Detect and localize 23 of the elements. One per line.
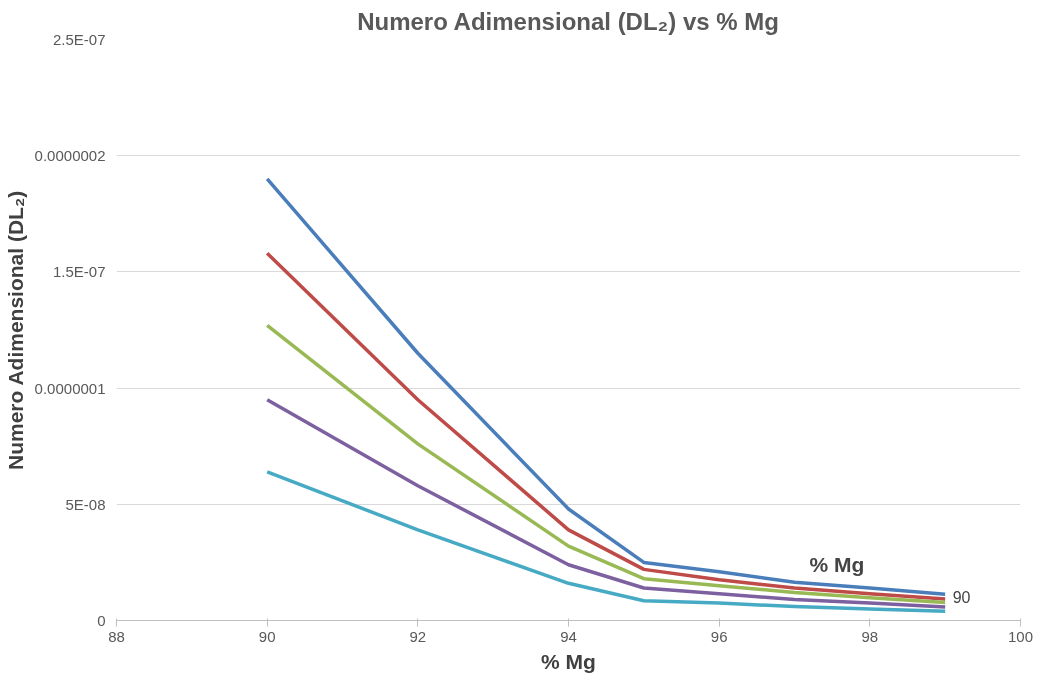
x-tick-label: 98 bbox=[861, 627, 879, 645]
x-tick-label: 88 bbox=[108, 627, 125, 645]
y-axis-title: Numero Adimensional (DL₂) bbox=[3, 190, 27, 471]
line-series bbox=[265, 177, 947, 596]
y-tick-label: 1.5E-07 bbox=[52, 263, 106, 281]
annotation: 90 bbox=[952, 589, 971, 607]
x-tick-label: 92 bbox=[409, 627, 427, 645]
y-tick-label: 0.0000002 bbox=[34, 147, 106, 165]
x-tick-label: 90 bbox=[258, 627, 276, 645]
x-tick-label: 100 bbox=[1007, 627, 1034, 645]
x-axis-title: % Mg bbox=[541, 649, 596, 673]
line-series bbox=[265, 470, 947, 613]
annotation: % Mg bbox=[809, 553, 865, 577]
y-tick-label: 2.5E-07 bbox=[52, 31, 106, 48]
y-tick-label: 5E-08 bbox=[65, 495, 106, 513]
chart-title: Numero Adimensional (DL₂) vs % Mg bbox=[357, 7, 779, 35]
line-series bbox=[265, 397, 947, 609]
line-series bbox=[265, 323, 947, 605]
x-tick-label: 94 bbox=[560, 627, 577, 645]
line-series bbox=[265, 251, 947, 601]
y-tick-label: 0.0000001 bbox=[34, 379, 106, 397]
y-tick-label: 0 bbox=[97, 612, 106, 629]
x-tick-label: 96 bbox=[710, 627, 728, 645]
